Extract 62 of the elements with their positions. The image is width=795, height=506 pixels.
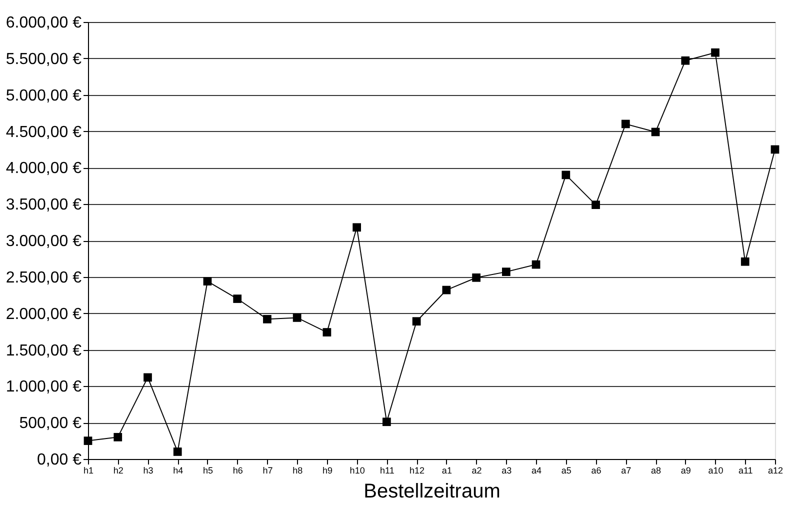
x-tick-label: h6 <box>232 466 243 476</box>
y-tick-label: 4.000,00 € <box>6 160 82 178</box>
x-tick-label: h10 <box>350 466 365 476</box>
y-tick-label: 5.500,00 € <box>6 50 82 68</box>
point <box>651 128 660 136</box>
x-tick-label: a5 <box>561 466 572 476</box>
x-tick-label: a2 <box>472 466 482 476</box>
x-tick-label: a11 <box>738 466 753 476</box>
x-tick-label: a10 <box>708 466 724 476</box>
x-tick-label: a12 <box>768 466 784 476</box>
y-tick-label: 1.500,00 € <box>6 342 82 360</box>
x-tick-label: h1 <box>83 466 94 476</box>
point <box>144 373 152 382</box>
point <box>292 314 302 322</box>
point <box>770 145 780 154</box>
x-tick-label: a4 <box>532 466 542 476</box>
y-tick-label: 4.500,00 € <box>6 124 82 141</box>
y-tick-label: 6.000,00 € <box>6 14 82 32</box>
point <box>114 432 122 442</box>
point <box>532 260 540 269</box>
x-tick-label: a8 <box>651 466 662 476</box>
point <box>740 257 750 266</box>
x-tick-label: h12 <box>410 466 425 476</box>
point <box>84 436 92 445</box>
x-tick-label: h5 <box>202 466 213 476</box>
x-tick-label: a3 <box>502 466 512 476</box>
y-tick-label: 500,00 € <box>19 415 82 432</box>
y-tick-label: 2.500,00 € <box>6 269 82 286</box>
y-tick-label: 2.000,00 € <box>6 306 82 323</box>
x-tick-label: a9 <box>680 466 691 476</box>
point <box>263 314 272 324</box>
point <box>233 294 242 303</box>
y-tick-label: 1.000,00 € <box>6 378 82 396</box>
x-tick-label: h8 <box>292 466 303 476</box>
y-tick-label: 0,00 € <box>37 452 82 468</box>
y-tick-label: 3.500,00 € <box>6 196 82 214</box>
point <box>502 268 510 276</box>
y-tick-label: 3.000,00 € <box>6 233 82 250</box>
x-tick-label: h9 <box>322 466 332 476</box>
point <box>203 277 212 286</box>
point <box>382 418 391 426</box>
point <box>681 56 690 65</box>
point <box>412 317 421 326</box>
x-tick-label: h4 <box>173 466 184 476</box>
x-tick-label: h7 <box>262 466 273 476</box>
point <box>711 48 720 57</box>
point <box>442 286 451 294</box>
point <box>173 448 182 456</box>
x-axis-title: Bestellzeitraum <box>364 480 500 502</box>
point <box>352 223 362 232</box>
y-tick-label: 5.000,00 € <box>6 87 82 104</box>
x-tick-label: a7 <box>621 466 632 476</box>
x-tick-label: h2 <box>113 466 124 476</box>
x-tick-label: a1 <box>442 466 452 476</box>
x-tick-label: h3 <box>143 466 154 476</box>
point <box>592 200 600 209</box>
point <box>472 273 480 282</box>
x-tick-label: a6 <box>591 466 602 476</box>
x-tick-label: h11 <box>380 466 394 476</box>
point <box>322 328 332 336</box>
point <box>621 120 630 128</box>
point <box>562 170 570 180</box>
